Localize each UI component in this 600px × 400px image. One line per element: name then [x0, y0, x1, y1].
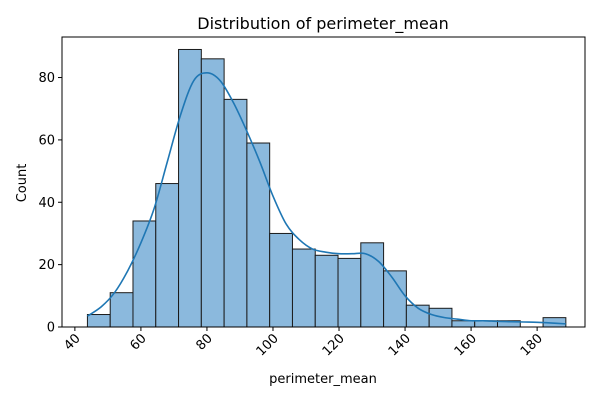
- histogram-bar-8: [269, 232, 293, 328]
- x-tick-label: 80: [193, 331, 215, 353]
- x-tick-label: 160: [452, 331, 480, 359]
- y-tick-label: 60: [38, 133, 55, 148]
- histogram-bar-1: [109, 292, 134, 328]
- histogram-bar-7: [246, 142, 271, 328]
- histogram-bar-11: [337, 257, 362, 328]
- kde-curve: [86, 72, 566, 325]
- histogram-bar-3: [155, 183, 180, 328]
- x-tick-label: 40: [61, 331, 83, 353]
- y-tick-label: 0: [47, 321, 55, 336]
- x-axis-ticks: 40 60 80 100 120 140 160 180: [61, 327, 546, 359]
- x-tick-label: 100: [254, 331, 282, 359]
- x-tick-label: 120: [320, 331, 348, 359]
- x-tick-label: 140: [386, 331, 414, 359]
- y-axis-ticks: 0 20 40 60 80: [38, 71, 62, 336]
- histogram-bar-16: [451, 320, 476, 328]
- histogram-bar-4: [178, 48, 202, 328]
- chart-title: Distribution of perimeter_mean: [197, 14, 448, 34]
- y-tick-label: 80: [38, 71, 55, 86]
- histogram-bar-9: [291, 248, 316, 328]
- histogram-bar-6: [223, 98, 248, 328]
- histogram-bar-2: [132, 220, 157, 328]
- histogram-bars: [86, 48, 567, 328]
- y-tick-label: 20: [38, 258, 55, 273]
- histogram-bar-10: [314, 254, 339, 328]
- x-tick-label: 60: [127, 331, 149, 353]
- plot-frame: [61, 36, 586, 328]
- histogram-bar-12: [360, 242, 385, 328]
- x-axis-label: perimeter_mean: [269, 372, 377, 387]
- histogram-bar-5: [200, 58, 225, 328]
- histogram-bar-0: [86, 314, 111, 328]
- histogram-bar-13: [383, 270, 407, 328]
- y-tick-label: 40: [38, 196, 55, 211]
- y-axis-label: Count: [15, 164, 30, 203]
- x-tick-label: 180: [518, 331, 546, 359]
